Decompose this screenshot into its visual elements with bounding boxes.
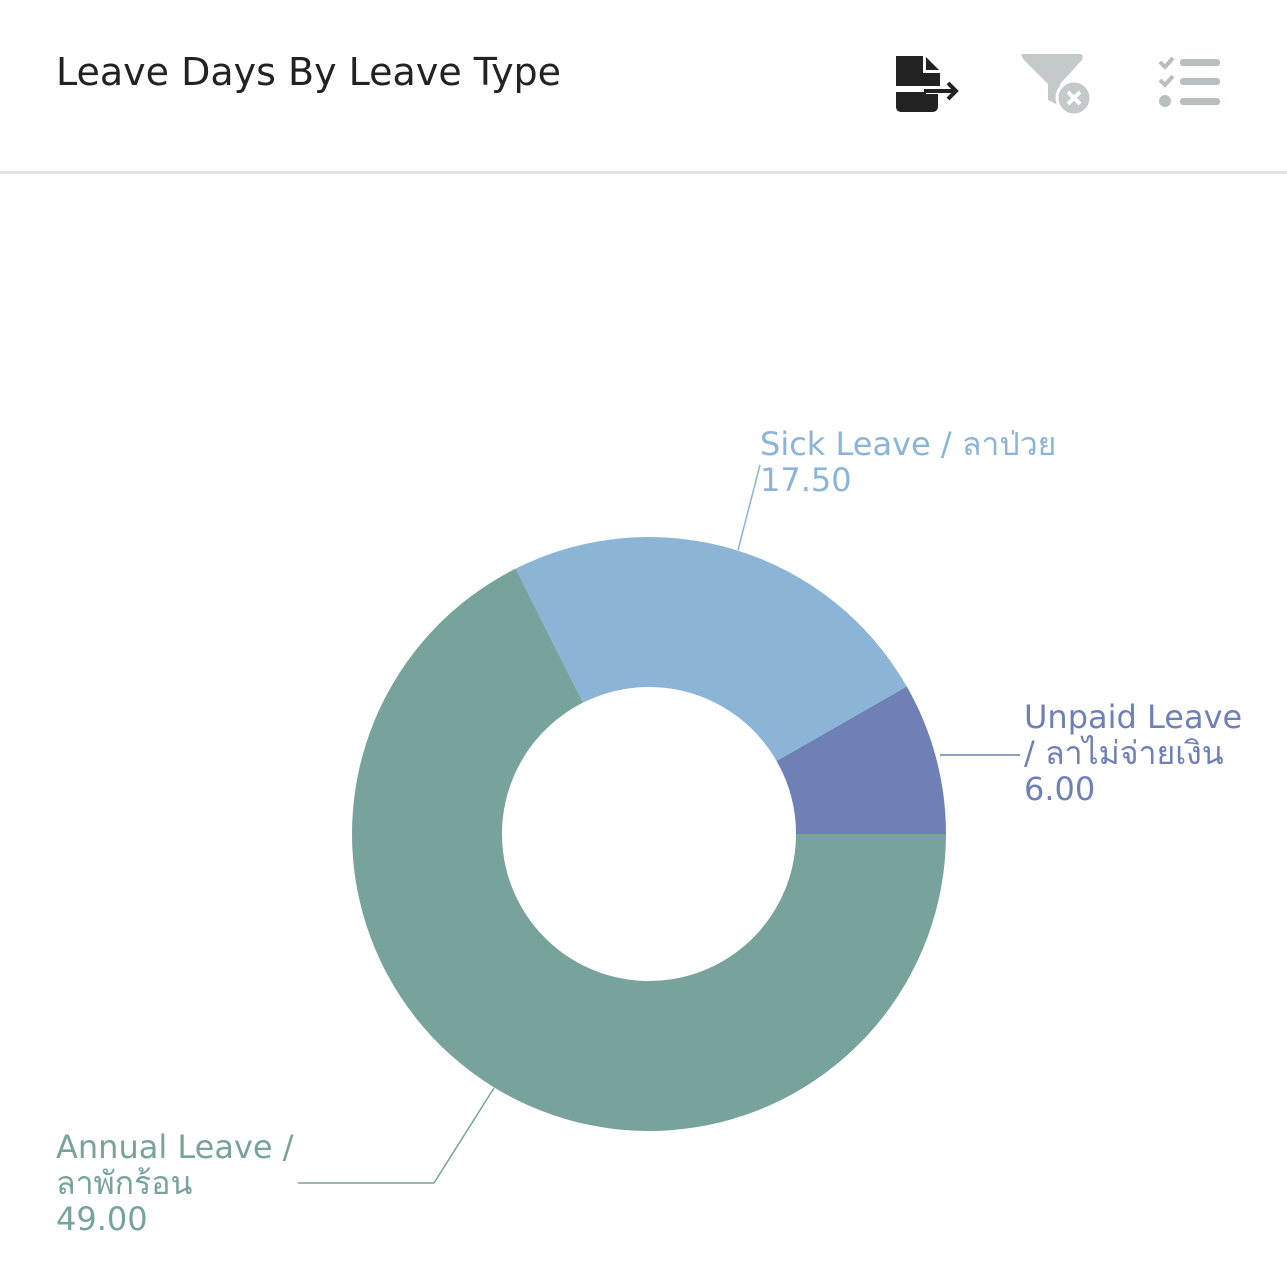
clear-filter-button[interactable] (1018, 48, 1090, 120)
leader-line-1 (737, 464, 761, 551)
pie-slice-0[interactable] (776, 686, 946, 834)
slice-name-0-line-1: / ลาไม่จ่ายเงิน (1024, 734, 1224, 772)
filter-clear-icon (1021, 54, 1090, 117)
leader-line-2 (298, 1087, 495, 1184)
pie-slice-1[interactable] (515, 537, 907, 761)
chart-title: Leave Days By Leave Type (56, 50, 562, 94)
chart-header: Leave Days By Leave Type (0, 0, 1287, 174)
slice-value-1: 17.50 (760, 461, 852, 499)
export-file-icon (896, 56, 959, 112)
export-button[interactable] (888, 48, 960, 120)
checklist-button[interactable] (1152, 48, 1224, 120)
slice-name-0-line-0: Unpaid Leave (1024, 698, 1242, 736)
slice-value-0: 6.00 (1024, 770, 1095, 808)
slice-label-1: Sick Leave / ลาป่วย 17.50 (760, 425, 1056, 499)
slice-name-2-line-0: Annual Leave / (56, 1128, 294, 1166)
slice-name-1-line-0: Sick Leave / ลาป่วย (760, 425, 1056, 463)
checklist-icon (1158, 56, 1220, 107)
slice-label-2: Annual Leave /ลาพักร้อน 49.00 (56, 1128, 294, 1238)
donut-chart: Unpaid Leave / ลาไม่จ่ายเงิน 6.00 Sick Leav… (56, 425, 1242, 1238)
donut-chart-area: Unpaid Leave / ลาไม่จ่ายเงิน 6.00 Sick Leav… (0, 177, 1287, 1278)
slice-value-2: 49.00 (56, 1200, 148, 1238)
pie-slice-2[interactable] (352, 568, 946, 1131)
slice-label-0: Unpaid Leave / ลาไม่จ่ายเงิน 6.00 (1024, 698, 1242, 808)
slice-name-2-line-1: ลาพักร้อน (56, 1164, 192, 1202)
